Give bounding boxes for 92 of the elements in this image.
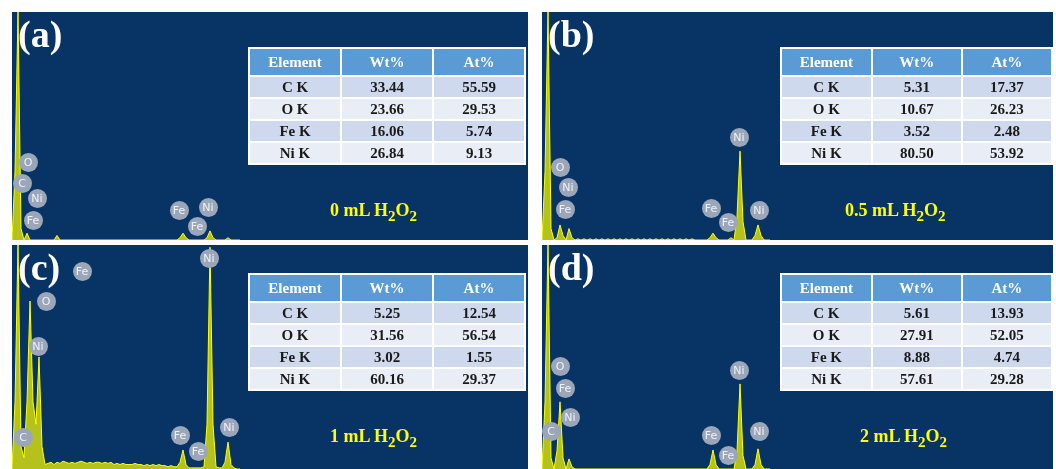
x-tick-label: At% [433, 48, 525, 76]
y-tick-label: O K [781, 98, 872, 120]
y-tick-label: Fe K [781, 120, 872, 142]
data-label: 3.02 [341, 346, 433, 368]
data-label: 1.55 [433, 346, 525, 368]
data-label: 29.28 [961, 368, 1052, 390]
label-tag: Ni [199, 248, 219, 268]
y-tick-label: Fe K [249, 120, 341, 142]
y-tick-label: Ni K [249, 368, 341, 390]
text: 1 mL H$_{2}$O$_{2}$ [330, 426, 418, 451]
y-tick-label: Ni K [249, 142, 341, 164]
y-axis-title: Element [249, 274, 341, 302]
data-label: 17.37 [961, 76, 1052, 98]
y-tick-label: C K [781, 76, 872, 98]
x-tick-label: Wt% [871, 48, 962, 76]
x-tick-label: Wt% [341, 274, 433, 302]
label-tag: Ni [198, 197, 218, 217]
y-tick-label: C K [249, 76, 341, 98]
data-label: 5.31 [871, 76, 962, 98]
label-tag: C [12, 173, 32, 193]
text: 0 mL H$_{2}$O$_{2}$ [330, 200, 418, 225]
x-tick-label: At% [433, 274, 525, 302]
data-label: 9.13 [433, 142, 525, 164]
data-label: 55.59 [433, 76, 525, 98]
data-label: 29.53 [433, 98, 525, 120]
x-tick-label: Wt% [871, 274, 962, 302]
label-tag: Ni [27, 188, 47, 208]
data-label: 56.54 [433, 324, 525, 346]
label-tag: Fe [718, 212, 738, 232]
data-label: 53.92 [961, 142, 1052, 164]
data-label: 31.56 [341, 324, 433, 346]
data-label: 16.06 [341, 120, 433, 142]
label-tag: Fe [23, 210, 43, 230]
x-tick-label: Wt% [341, 48, 433, 76]
label-tag: Fe [718, 445, 738, 465]
y-axis-title: Element [249, 48, 341, 76]
y-tick-label: C K [249, 302, 341, 324]
label-tag: Fe [555, 378, 575, 398]
text: 2 mL H$_{2}$O$_{2}$ [860, 426, 948, 451]
data-label: 57.61 [871, 368, 962, 390]
label-tag: O [36, 291, 56, 311]
text: 0.5 mL H$_{2}$O$_{2}$ [845, 200, 946, 225]
label-tag: Fe [72, 261, 92, 281]
label-tag: Fe [169, 200, 189, 220]
label-tag: Ni [729, 127, 749, 147]
data-label: 13.93 [961, 302, 1052, 324]
y-tick-label: O K [249, 324, 341, 346]
label-tag: Ni [749, 200, 769, 220]
data-label: 8.88 [871, 346, 962, 368]
data-label: 26.23 [961, 98, 1052, 120]
data-label: 10.67 [871, 98, 962, 120]
label-tag: Fe [701, 425, 721, 445]
data-label: 27.91 [871, 324, 962, 346]
label-tag: Ni [749, 421, 769, 441]
label-tag: Fe [170, 425, 190, 445]
x-tick-label: At% [961, 48, 1052, 76]
chart-title: (d) [548, 245, 595, 289]
data-label: 4.74 [961, 346, 1052, 368]
data-label: 5.74 [433, 120, 525, 142]
data-label: 26.84 [341, 142, 433, 164]
chart-title: (b) [548, 12, 595, 56]
label-tag: Ni [558, 177, 578, 197]
label-tag: Fe [188, 441, 208, 461]
label-tag: O [550, 356, 570, 376]
label-tag: Ni [219, 417, 239, 437]
data-label: 5.61 [871, 302, 962, 324]
y-tick-label: Ni K [781, 368, 872, 390]
y-tick-label: C K [781, 302, 872, 324]
data-label: 12.54 [433, 302, 525, 324]
y-axis-title: Element [781, 274, 872, 302]
y-axis-title: Element [781, 48, 872, 76]
data-label: 23.66 [341, 98, 433, 120]
data-label: 80.50 [871, 142, 962, 164]
data-label: 3.52 [871, 120, 962, 142]
x-tick-label: At% [961, 274, 1052, 302]
y-tick-label: Ni K [781, 142, 872, 164]
y-tick-label: Fe K [249, 346, 341, 368]
data-label: 52.05 [961, 324, 1052, 346]
data-label: 33.44 [341, 76, 433, 98]
data-label: 29.37 [433, 368, 525, 390]
y-tick-label: Fe K [781, 346, 872, 368]
label-tag: Fe [701, 198, 721, 218]
data-label: 60.16 [341, 368, 433, 390]
chart-title: (c) [18, 245, 61, 289]
chart-title: (a) [18, 12, 63, 56]
y-tick-label: O K [781, 324, 872, 346]
data-label: 2.48 [961, 120, 1052, 142]
y-tick-label: O K [249, 98, 341, 120]
label-tag: Fe [187, 216, 207, 236]
label-tag: Fe [555, 199, 575, 219]
data-label: 5.25 [341, 302, 433, 324]
label-tag: Ni [729, 360, 749, 380]
